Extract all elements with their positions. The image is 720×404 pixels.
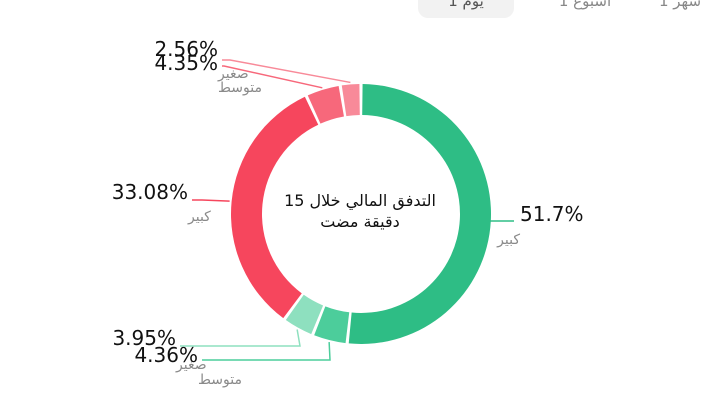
percent-label-inflow-large: 51.7% <box>520 202 584 226</box>
slice-outflow-small[interactable] <box>341 84 360 117</box>
leader-line-outflow-small <box>222 59 351 84</box>
tab-1-day[interactable]: 1 يوم <box>418 0 514 18</box>
center-title-line-1: التدفق المالي خلال 15 <box>284 191 436 210</box>
category-label-inflow-large: كبير <box>496 232 520 248</box>
leader-line-outflow-large <box>192 199 230 202</box>
percent-label-inflow-small: 3.95% <box>112 326 176 350</box>
time-range-tabs: 1 يوم 1 أسبوع 1 شهر <box>0 0 720 18</box>
leader-line-outflow-medium <box>222 65 323 89</box>
donut-center-title: التدفق المالي خلال 15 دقيقة مضت <box>270 190 450 232</box>
leader-line-inflow-small <box>180 329 301 347</box>
slice-outflow-medium[interactable] <box>307 85 344 124</box>
tab-1-month[interactable]: 1 شهر <box>658 0 702 10</box>
slice-inflow-medium[interactable] <box>314 306 350 344</box>
category-label-outflow-medium: متوسط <box>218 80 262 96</box>
category-label-inflow-small: صغير <box>175 357 207 373</box>
category-label-outflow-large: كبير <box>187 209 211 225</box>
category-label-outflow-small: صغير <box>217 66 249 82</box>
percent-label-outflow-medium: 4.35% <box>154 51 218 75</box>
percent-label-outflow-small: 2.56% <box>154 37 218 61</box>
percent-label-outflow-large: 33.08% <box>112 180 188 204</box>
category-label-inflow-medium: متوسط <box>198 372 242 388</box>
slice-inflow-large[interactable] <box>348 84 492 344</box>
slice-outflow-large[interactable] <box>231 96 319 319</box>
tab-1-week[interactable]: 1 أسبوع <box>558 0 612 10</box>
slice-inflow-small[interactable] <box>285 294 324 335</box>
percent-label-inflow-medium: 4.36% <box>134 343 198 367</box>
center-title-line-2: دقيقة مضت <box>320 212 400 231</box>
leader-line-inflow-medium <box>202 342 331 361</box>
